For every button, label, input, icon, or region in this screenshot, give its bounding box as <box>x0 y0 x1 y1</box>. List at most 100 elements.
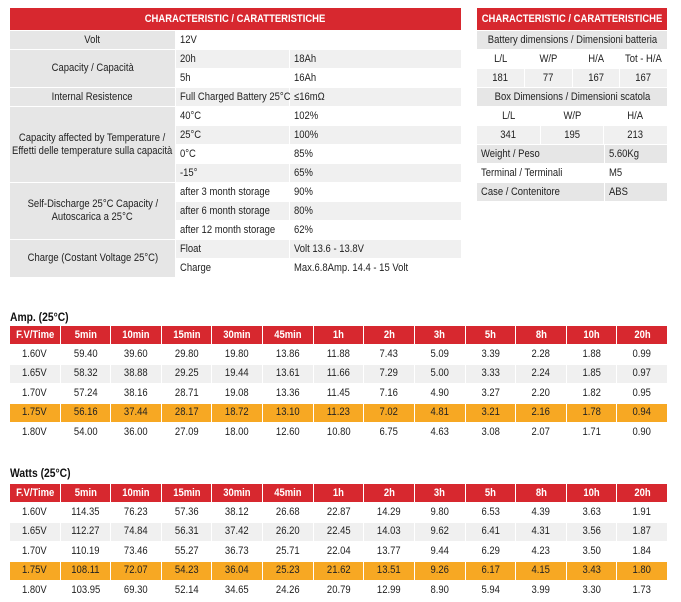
data-cell: 36.73 <box>212 542 264 562</box>
cell-text: 13.77 <box>377 544 401 557</box>
cell-text: 16Ah <box>294 71 317 84</box>
cell-text: Terminal / Terminali <box>481 166 563 179</box>
data-cell: 1.78 <box>566 403 618 423</box>
data-cell: 3.21 <box>465 403 517 423</box>
cell-text: W/P <box>563 109 581 122</box>
data-cell: 2.07 <box>516 423 567 443</box>
spec-value: M5 <box>605 164 668 183</box>
data-cell: 0.90 <box>617 423 668 443</box>
cell-text: L/L <box>501 109 515 122</box>
data-cell: 27.09 <box>161 423 213 443</box>
data-cell: 28.71 <box>161 384 213 404</box>
cell-text: 40°C <box>180 109 202 122</box>
voltage-cell: 1.75V <box>10 403 61 423</box>
col-header: 5min <box>60 484 112 503</box>
cell-text: after 6 month storage <box>180 204 270 217</box>
cell-text: 167 <box>635 71 652 84</box>
cell-text: 74.84 <box>124 525 148 538</box>
data-cell: 29.80 <box>161 345 213 365</box>
cell-text: 22.04 <box>326 544 351 557</box>
cell-text: 22.45 <box>326 525 351 538</box>
data-cell: 1.84 <box>617 542 668 562</box>
col-header: 15min <box>161 326 213 345</box>
voltage-cell: 1.70V <box>10 542 61 562</box>
cell-text: 0.94 <box>632 406 652 419</box>
cell-text: 3.43 <box>582 564 601 577</box>
condition-cell: 20h <box>176 50 290 69</box>
cell-text: 20h <box>634 486 651 499</box>
cell-text: 26.68 <box>276 505 300 518</box>
data-cell: 20.79 <box>313 581 365 601</box>
cell-text: 19.08 <box>225 386 250 399</box>
data-cell: 14.29 <box>364 503 415 523</box>
data-cell: 56.16 <box>60 403 112 423</box>
data-cell: 38.88 <box>111 364 162 384</box>
voltage-cell: 1.60V <box>10 503 61 523</box>
cell-text: 72.07 <box>124 564 148 577</box>
cell-text: 1.65V <box>22 525 48 538</box>
data-cell: 3.39 <box>465 345 517 365</box>
cell-text: 18Ah <box>294 52 317 65</box>
cell-text: 3.50 <box>582 544 601 557</box>
cell-text: 4.90 <box>430 386 449 399</box>
cell-text: 3.63 <box>582 505 601 518</box>
data-cell: 13.10 <box>263 403 314 423</box>
cell-text: Self-Discharge 25°C Capacity / <box>27 198 158 210</box>
row-label: Volt <box>10 31 176 50</box>
cell-text: H/A <box>587 52 604 65</box>
cell-text: 10min <box>122 328 150 341</box>
cell-text: 77 <box>542 71 554 84</box>
data-cell: 5.94 <box>465 581 517 601</box>
cell-text: 1.75V <box>22 564 48 577</box>
spec-value: 5.60Kg <box>605 145 668 164</box>
cell-text: 5h <box>484 486 496 499</box>
cell-text: Internal Resistence <box>51 90 133 103</box>
data-cell: 2.16 <box>516 403 567 423</box>
cell-text: 1.65V <box>22 367 48 380</box>
cell-text: 30min <box>223 486 251 499</box>
cell-text: 9.62 <box>430 525 449 538</box>
dim-header: H/A <box>604 107 668 126</box>
row-label: Internal Resistence <box>10 88 176 107</box>
data-cell: 3.56 <box>566 522 618 542</box>
cell-text: 0.97 <box>632 367 652 380</box>
value-cell: ≤16mΩ <box>290 88 462 107</box>
cell-text: M5 <box>609 166 623 179</box>
cell-text: 10min <box>122 486 150 499</box>
voltage-cell: 1.60V <box>10 345 61 365</box>
col-header: 8h <box>516 484 567 503</box>
cell-text: 9.80 <box>430 505 449 518</box>
data-cell: 3.63 <box>566 503 618 523</box>
col-header: 1h <box>313 484 365 503</box>
data-cell: 39.60 <box>111 345 162 365</box>
cell-text: 25°C <box>180 128 202 141</box>
col-header: 1h <box>313 326 365 345</box>
data-cell: 14.03 <box>364 522 415 542</box>
dim-value: 195 <box>540 126 605 145</box>
cell-text: 3.21 <box>481 406 500 419</box>
cell-text: 195 <box>564 128 580 141</box>
cell-text: 0.90 <box>632 425 652 438</box>
dim-value: 77 <box>524 69 573 88</box>
data-cell: 13.86 <box>263 345 314 365</box>
data-cell: 19.44 <box>212 364 264 384</box>
data-cell: 18.00 <box>212 423 264 443</box>
value-cell: Volt 13.6 - 13.8V <box>290 240 462 259</box>
data-cell: 36.00 <box>111 423 162 443</box>
cell-text: 3.08 <box>481 425 500 438</box>
condition-cell: -15° <box>176 164 290 183</box>
condition-cell: after 12 month storage <box>176 221 290 240</box>
data-cell: 0.97 <box>617 364 668 384</box>
data-cell: 4.63 <box>414 423 466 443</box>
data-cell: 0.95 <box>617 384 668 404</box>
cell-text: Capacity / Capacità <box>51 62 134 74</box>
data-cell: 6.17 <box>465 561 517 581</box>
condition-cell: after 6 month storage <box>176 202 290 221</box>
cell-text: 7.02 <box>379 406 399 419</box>
table-title: Watts (25°C) <box>10 466 80 480</box>
data-cell: 13.61 <box>263 364 314 384</box>
value-cell: 16Ah <box>290 69 462 88</box>
cell-text: 2h <box>383 328 395 341</box>
cell-text: F.V/Time <box>15 328 54 341</box>
cell-text: 19.80 <box>225 347 250 360</box>
